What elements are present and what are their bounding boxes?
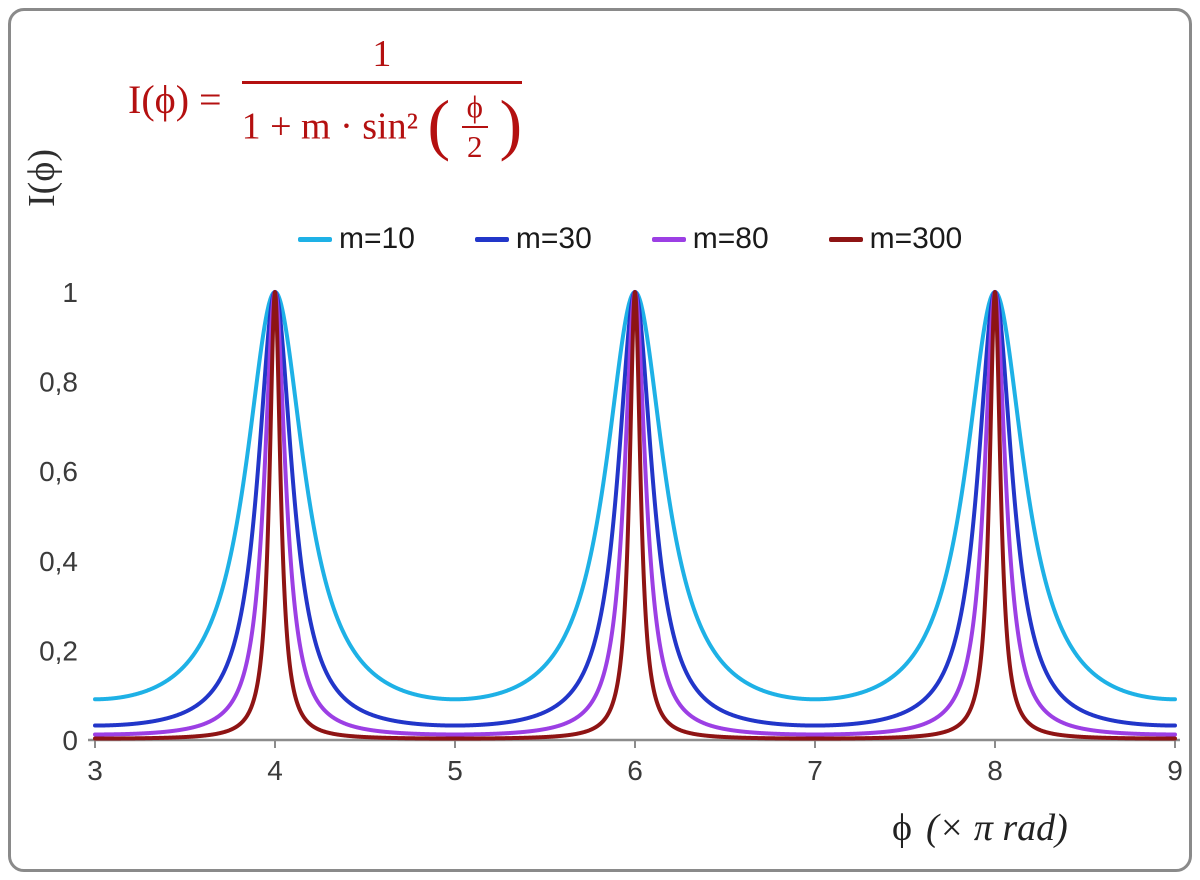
- x-axis-title: ϕ (× π rad): [892, 806, 1068, 850]
- legend-label-m10: m=10: [339, 222, 415, 255]
- y-tick-label: 0,6: [39, 456, 78, 487]
- formula-numerator: 1: [241, 33, 523, 84]
- series-line-m=300: [93, 290, 1177, 741]
- formula-denominator: 1 + m · sin² ( ϕ 2 ): [242, 84, 523, 165]
- formula-inner-fraction: ϕ 2: [461, 90, 488, 165]
- series-line-m=30: [93, 290, 1177, 728]
- x-axis-title-unit: (× π rad): [926, 807, 1068, 849]
- legend-item-m80: m=80: [651, 222, 769, 256]
- y-axis-title: I(ϕ): [21, 149, 63, 207]
- formula: I(ϕ) = 1 1 + m · sin² ( ϕ 2 ): [128, 33, 523, 165]
- legend-swatch-m30: [474, 236, 509, 242]
- legend-swatch-m300: [828, 236, 863, 242]
- x-tick-label: 5: [447, 755, 463, 786]
- legend-swatch-m80: [651, 236, 686, 242]
- formula-close-paren: ): [499, 85, 523, 162]
- formula-lhs: I(ϕ) =: [128, 76, 222, 122]
- legend-item-m10: m=10: [298, 222, 415, 256]
- y-tick-label: 0,4: [39, 546, 78, 577]
- y-tick-label: 1: [62, 277, 78, 308]
- x-tick-label: 6: [627, 755, 643, 786]
- x-tick-label: 7: [807, 755, 823, 786]
- y-tick-label: 0,8: [39, 367, 78, 398]
- legend-label-m30: m=30: [515, 222, 592, 255]
- x-tick-label: 3: [87, 755, 103, 786]
- formula-inner-numerator: ϕ: [461, 90, 488, 129]
- x-tick-label: 9: [1167, 755, 1183, 786]
- formula-inner-denominator: 2: [467, 129, 483, 165]
- formula-open-paren: (: [427, 85, 451, 162]
- y-tick-label: 0,2: [39, 635, 78, 666]
- legend-label-m80: m=80: [692, 222, 769, 255]
- formula-denominator-text: 1 + m · sin²: [241, 105, 418, 148]
- legend-label-m300: m=300: [869, 222, 963, 255]
- x-tick-label: 8: [987, 755, 1003, 786]
- formula-fraction: 1 1 + m · sin² ( ϕ 2 ): [241, 33, 523, 165]
- legend: m=10 m=30 m=80 m=300: [298, 222, 962, 256]
- x-axis-title-phi: ϕ: [892, 807, 913, 849]
- legend-swatch-m10: [298, 236, 332, 242]
- legend-item-m300: m=300: [828, 222, 963, 256]
- series-line-m=80: [93, 290, 1177, 737]
- x-tick-label: 4: [267, 755, 283, 786]
- legend-item-m30: m=30: [474, 222, 592, 256]
- y-tick-label: 0: [62, 725, 78, 756]
